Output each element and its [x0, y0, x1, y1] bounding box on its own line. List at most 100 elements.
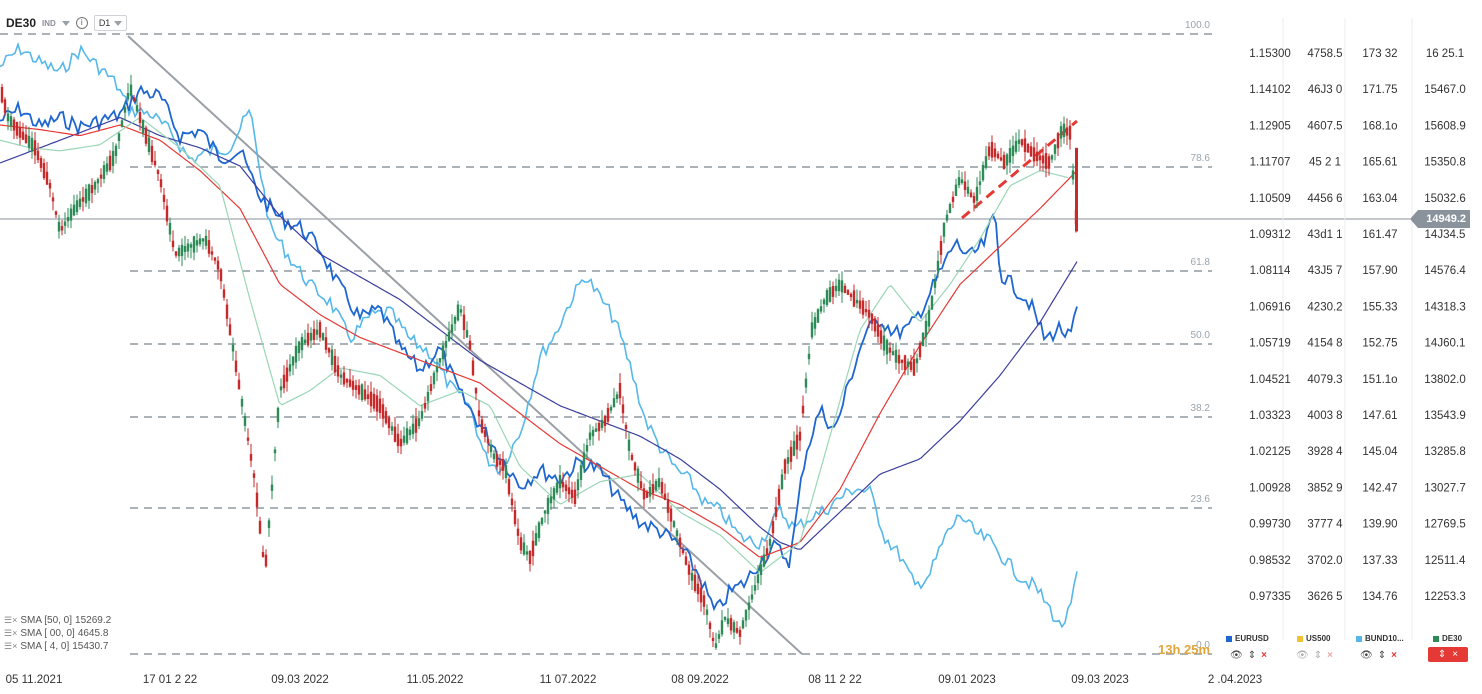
axis-tick-label: 1.03323: [1249, 410, 1291, 422]
candle-body: [963, 181, 967, 191]
candle-body: [786, 457, 790, 464]
axis-tick-label: 161.47: [1362, 229, 1397, 241]
downtrend-line: [127, 35, 803, 655]
candle-body: [249, 454, 253, 461]
candle-body: [843, 285, 847, 294]
candle-body: [39, 158, 43, 168]
candle-body: [480, 419, 484, 433]
candle-body: [603, 415, 607, 427]
candle-body: [744, 609, 748, 621]
candle-body: [138, 112, 142, 123]
eye-icon[interactable]: 👁: [1230, 650, 1243, 661]
menu-close-icon[interactable]: ☰×: [4, 628, 18, 638]
candle-body: [939, 241, 943, 255]
close-icon: ×: [1452, 649, 1459, 660]
candle-body: [651, 484, 655, 494]
axis-tick-label: 152.75: [1362, 338, 1397, 350]
candle-body: [453, 317, 457, 324]
menu-close-icon[interactable]: ☰×: [4, 615, 18, 625]
candle-body: [894, 349, 898, 363]
candle-body: [942, 222, 946, 237]
indicator-label: SMA [50, 0]: [20, 615, 73, 626]
close-icon[interactable]: ×: [1327, 650, 1333, 661]
candle-body: [990, 142, 994, 158]
candle-body: [489, 445, 493, 453]
candle-body: [675, 530, 679, 537]
axis-tick-label: 4607.5: [1307, 120, 1342, 132]
candle-body: [405, 428, 409, 444]
candle-body: [441, 345, 445, 360]
candle-body: [231, 344, 235, 352]
indicator-row[interactable]: ☰× SMA [50, 0] 15269.2: [4, 614, 111, 627]
candle-body: [204, 235, 208, 246]
candle-body: [156, 170, 160, 175]
axis-tick-label: 4758.5: [1307, 48, 1342, 60]
candle-body: [225, 304, 229, 319]
candle-body: [132, 97, 136, 102]
rising-wedge-line: [961, 119, 1078, 220]
sort-icon[interactable]: ⇕: [1313, 650, 1323, 661]
candle-body: [741, 620, 745, 629]
candle-body: [288, 364, 292, 372]
indicator-row[interactable]: ☰× SMA [ 4, 0] 15430.7: [4, 640, 111, 653]
sort-icon[interactable]: ⇕: [1377, 650, 1387, 661]
candle-body: [1059, 126, 1063, 139]
candle-body: [108, 155, 112, 171]
candle-body: [168, 222, 172, 235]
de30-controls[interactable]: ⇕ ×: [1428, 647, 1468, 662]
menu-close-icon[interactable]: ☰×: [4, 641, 18, 651]
candle-body: [984, 156, 988, 168]
candle-body: [645, 491, 649, 498]
candle-body: [609, 406, 613, 411]
indicator-row[interactable]: ☰× SMA [ 00, 0] 4645.8: [4, 627, 111, 640]
candle-body: [72, 204, 76, 216]
candle-body: [972, 196, 976, 203]
candle-body: [924, 320, 928, 337]
symbol-label: DE30: [6, 16, 37, 30]
candle-body: [3, 99, 7, 113]
candle-body: [687, 564, 691, 575]
axis-tick-label: 134.76: [1362, 591, 1397, 603]
candle-body: [345, 378, 349, 383]
candle-body: [969, 192, 973, 198]
axis-tick-label: 1.12905: [1249, 120, 1291, 132]
candle-body: [279, 386, 283, 391]
candle-body: [927, 310, 931, 327]
candle-body: [981, 164, 985, 181]
candle-body: [378, 398, 382, 413]
candle-body: [1029, 146, 1033, 157]
close-icon[interactable]: ×: [1391, 650, 1397, 661]
candle-body: [495, 454, 499, 467]
axis-tick-label: 13543.9: [1424, 410, 1466, 422]
close-icon[interactable]: ×: [1261, 650, 1267, 661]
candle-body: [960, 179, 964, 184]
candle-body: [237, 379, 241, 390]
candle-body: [1008, 148, 1012, 163]
candle-body: [423, 402, 427, 409]
candle-body: [81, 197, 85, 202]
axis-tick-label: 137.33: [1362, 555, 1397, 567]
candle-body: [921, 332, 925, 347]
candle-body: [735, 628, 739, 633]
eye-icon[interactable]: 👁: [1360, 650, 1373, 661]
candle-body: [540, 518, 544, 525]
candle-body: [732, 622, 736, 633]
candle-body: [471, 360, 475, 376]
legend-swatch: [1356, 635, 1362, 642]
candle-body: [372, 393, 376, 409]
candle-body: [543, 510, 547, 514]
eye-icon[interactable]: 👁: [1296, 650, 1309, 661]
info-icon[interactable]: i: [75, 17, 88, 29]
x-tick-label: 11 07.2022: [540, 674, 597, 686]
timeframe-select[interactable]: D1: [93, 15, 128, 31]
candle-body: [861, 300, 865, 315]
candle-body: [84, 188, 88, 204]
chevron-down-icon[interactable]: [61, 20, 70, 26]
x-tick-label: 2 .04.2023: [1208, 674, 1262, 686]
axis-tick-label: 145.04: [1362, 446, 1398, 458]
candle-countdown: 13h 25m: [1158, 642, 1211, 657]
sort-icon[interactable]: ⇕: [1247, 650, 1257, 661]
candle-body: [309, 332, 313, 341]
candle-body: [639, 481, 643, 489]
